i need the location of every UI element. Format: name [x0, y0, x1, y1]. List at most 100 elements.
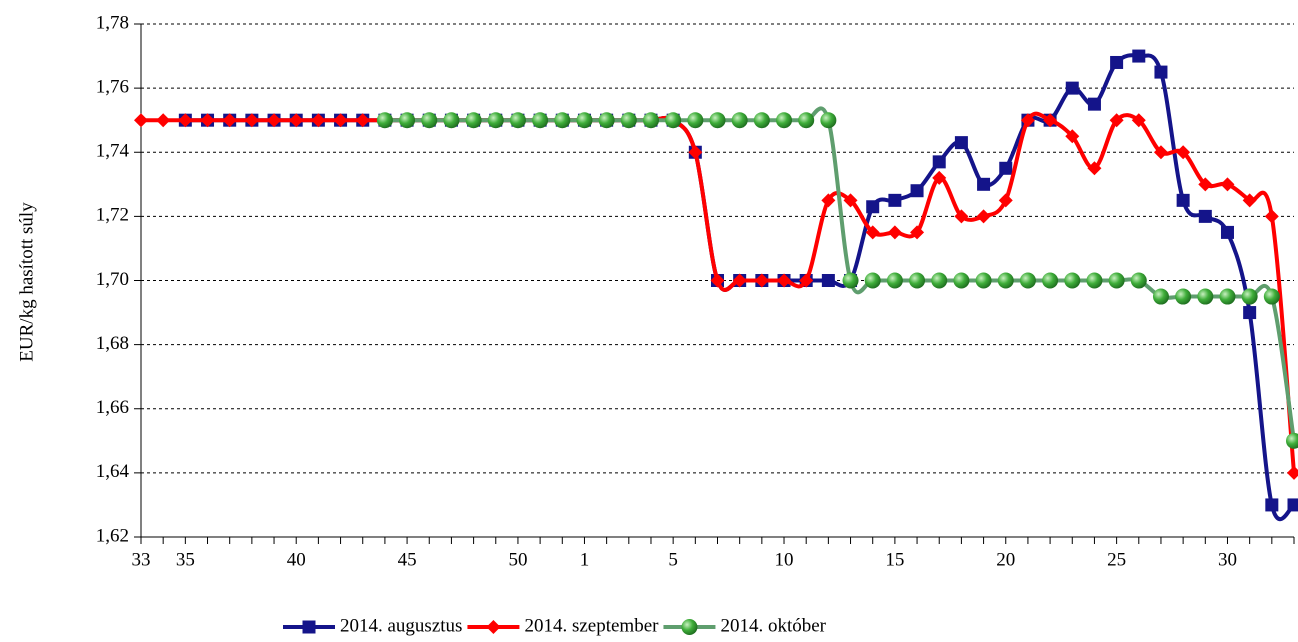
- x-tick-label: 15: [885, 549, 904, 570]
- marker: [888, 193, 902, 207]
- marker: [997, 272, 1014, 289]
- marker: [754, 273, 769, 288]
- marker: [1130, 272, 1147, 289]
- marker: [333, 113, 348, 128]
- marker: [732, 273, 747, 288]
- marker: [887, 225, 902, 240]
- marker: [777, 273, 792, 288]
- legend-label: 2014. szeptember: [524, 615, 659, 636]
- marker: [399, 112, 416, 129]
- marker: [1198, 209, 1212, 223]
- marker: [1242, 193, 1257, 208]
- marker: [1043, 113, 1058, 128]
- marker: [842, 272, 859, 289]
- marker: [1065, 81, 1079, 95]
- marker: [710, 273, 725, 288]
- legend-label: 2014. augusztus: [340, 615, 462, 636]
- marker: [688, 145, 703, 160]
- marker: [1132, 49, 1146, 63]
- marker: [178, 113, 193, 128]
- series-line: [384, 106, 1296, 442]
- marker: [1086, 272, 1103, 289]
- marker: [681, 619, 698, 635]
- marker: [486, 620, 501, 634]
- marker: [509, 112, 526, 129]
- marker: [1109, 113, 1124, 128]
- marker: [554, 112, 571, 129]
- marker: [886, 272, 903, 289]
- x-tick-label: 25: [1107, 549, 1126, 570]
- y-tick-label: 1,72: [96, 205, 129, 226]
- marker: [821, 193, 836, 208]
- marker: [909, 272, 926, 289]
- marker: [1197, 288, 1214, 305]
- marker: [443, 112, 460, 129]
- x-tick-label: 45: [398, 549, 417, 570]
- marker: [1087, 161, 1102, 176]
- y-axis-label: EUR/kg hasított súly: [16, 202, 37, 362]
- marker: [620, 112, 637, 129]
- x-tick-label: 10: [775, 549, 794, 570]
- marker: [798, 112, 815, 129]
- x-tick-label: 5: [668, 549, 678, 570]
- marker: [1175, 288, 1192, 305]
- marker: [311, 113, 326, 128]
- marker: [1264, 209, 1279, 224]
- marker: [776, 112, 793, 129]
- marker: [1108, 272, 1125, 289]
- marker: [1265, 498, 1279, 512]
- marker: [665, 112, 682, 129]
- marker: [977, 177, 991, 191]
- y-tick-label: 1,76: [96, 76, 129, 97]
- marker: [1220, 177, 1235, 192]
- marker: [576, 112, 593, 129]
- marker: [532, 112, 549, 129]
- marker: [1020, 113, 1035, 128]
- marker: [1019, 272, 1036, 289]
- marker: [1263, 288, 1280, 305]
- x-tick-label: 50: [508, 549, 527, 570]
- marker: [1131, 113, 1146, 128]
- marker: [376, 112, 393, 129]
- y-tick-label: 1,70: [96, 269, 129, 290]
- marker: [1243, 306, 1257, 320]
- y-tick-label: 1,64: [96, 461, 130, 482]
- marker: [976, 209, 991, 224]
- x-tick-label: 30: [1218, 549, 1237, 570]
- marker: [1087, 97, 1101, 111]
- marker: [134, 113, 148, 128]
- marker: [998, 193, 1013, 208]
- marker: [465, 112, 482, 129]
- marker: [1287, 465, 1298, 480]
- x-tick-label: 35: [176, 549, 195, 570]
- marker: [1176, 145, 1191, 160]
- marker: [932, 170, 947, 185]
- marker: [954, 136, 968, 150]
- marker: [954, 209, 969, 224]
- marker: [753, 112, 770, 129]
- legend-label: 2014. október: [720, 615, 826, 636]
- x-tick-label: 20: [996, 549, 1015, 570]
- y-tick-label: 1,78: [96, 12, 129, 33]
- marker: [864, 272, 881, 289]
- y-tick-label: 1,74: [96, 141, 130, 162]
- marker: [289, 113, 304, 128]
- x-tick-label: 40: [287, 549, 306, 570]
- marker: [244, 113, 259, 128]
- marker: [731, 112, 748, 129]
- marker: [1241, 288, 1258, 305]
- marker: [1153, 145, 1168, 160]
- marker: [1220, 225, 1234, 239]
- marker: [1286, 432, 1298, 449]
- marker: [865, 225, 880, 240]
- marker: [1176, 193, 1190, 207]
- marker: [222, 113, 237, 128]
- y-tick-label: 1,68: [96, 333, 129, 354]
- marker: [931, 272, 948, 289]
- x-tick-label: 1: [580, 549, 590, 570]
- marker: [1042, 272, 1059, 289]
- marker: [687, 112, 704, 129]
- marker: [821, 274, 835, 287]
- series-line: [140, 111, 1296, 474]
